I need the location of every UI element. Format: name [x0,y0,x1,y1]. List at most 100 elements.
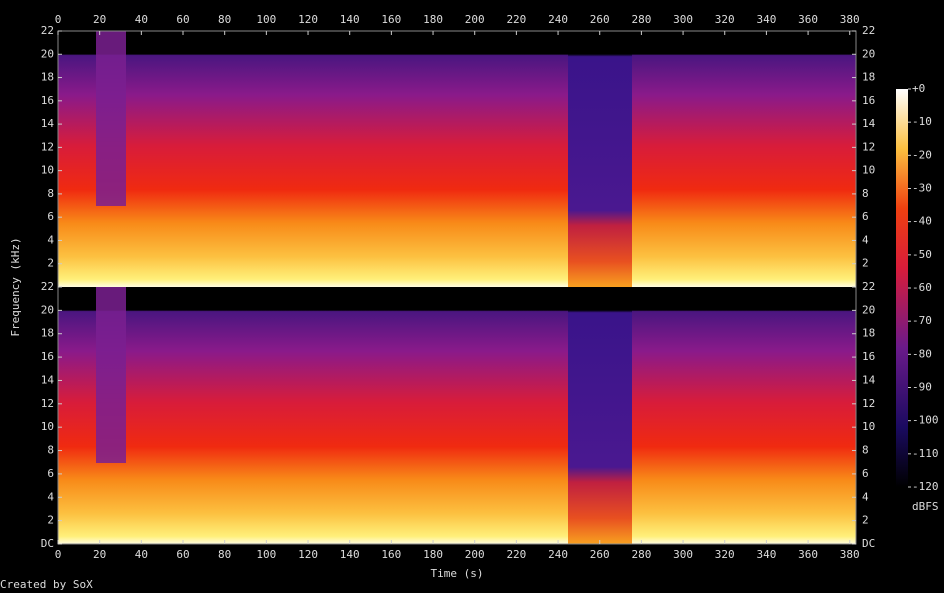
y-tick-label: 22 [862,280,875,293]
y-tick-label: 10 [862,164,875,177]
y-tick-label: 12 [862,397,875,410]
y-tick-label: 8 [862,187,869,200]
y-tick-label: 18 [41,71,54,84]
y-tick-label: 20 [862,303,875,316]
x-tick-label: 380 [840,548,860,561]
spectrogram-image [58,31,856,287]
x-tick-label: 360 [798,548,818,561]
y-tick-label: 18 [862,71,875,84]
y-tick-label: 20 [41,47,54,60]
x-tick-label: 300 [673,548,693,561]
x-tick-label: 40 [135,548,148,561]
x-tick-label: 80 [218,13,231,26]
x-tick-label: 300 [673,13,693,26]
spectrogram-image [58,287,856,544]
x-tick-label: 280 [631,548,651,561]
color-bar-tick-label: -90 [912,381,932,394]
color-bar [896,89,908,487]
x-tick-label: 340 [756,13,776,26]
x-tick-label: 220 [506,548,526,561]
x-tick-label: 0 [55,548,62,561]
y-tick-label: 22 [862,24,875,37]
x-tick-label: 240 [548,548,568,561]
x-tick-label: 140 [340,13,360,26]
x-tick-label: 100 [256,548,276,561]
y-tick-label: 2 [47,514,54,527]
y-tick-label: 8 [47,444,54,457]
y-tick-label: 12 [862,140,875,153]
x-tick-label: 360 [798,13,818,26]
y-tick-label: 16 [862,94,875,107]
y-tick-label: 12 [41,140,54,153]
color-bar-tick-label: -40 [912,215,932,228]
y-tick-label: 16 [862,350,875,363]
x-tick-label: 240 [548,13,568,26]
spectrogram-image [568,31,632,287]
y-tick-label: 14 [862,117,876,130]
x-tick-label: 320 [715,548,735,561]
x-tick-label: 320 [715,13,735,26]
y-tick-label: 10 [862,420,875,433]
y-tick-label: 20 [862,47,875,60]
color-bar-tick-label: -80 [912,347,932,360]
y-tick-label: 16 [41,350,54,363]
x-tick-label: 60 [176,13,189,26]
y-axis-label: Frequency (kHz) [9,237,22,336]
y-tick-label: 6 [862,210,869,223]
y-tick-label: 6 [47,210,54,223]
channel-2 [58,287,856,544]
x-tick-label: 160 [381,13,401,26]
y-tick-label: 18 [862,327,875,340]
color-bar-tick-label: -20 [912,148,932,161]
x-tick-label: 260 [590,13,610,26]
x-tick-label: 200 [465,548,485,561]
color-bar-tick-label: -60 [912,281,932,294]
y-tick-label: 14 [862,373,876,386]
x-tick-label: 160 [381,548,401,561]
x-tick-label: 120 [298,548,318,561]
y-tick-label: 14 [41,373,55,386]
y-tick-label: 10 [41,164,54,177]
spectrogram-image [96,287,126,463]
x-tick-label: 100 [256,13,276,26]
y-tick-label: DC [862,537,875,550]
x-tick-label: 180 [423,548,443,561]
x-tick-label: 120 [298,13,318,26]
color-bar-tick-label: -50 [912,248,932,261]
y-tick-label: 20 [41,303,54,316]
y-tick-label: 12 [41,397,54,410]
x-tick-label: 0 [55,13,62,26]
channel-1 [58,31,856,287]
x-tick-label: 40 [135,13,148,26]
y-tick-label: 4 [47,233,54,246]
x-tick-label: 260 [590,548,610,561]
x-tick-label: 280 [631,13,651,26]
y-tick-label: DC [41,537,54,550]
color-bar-tick-label: -10 [912,115,932,128]
x-tick-label: 20 [93,13,106,26]
y-tick-label: 2 [862,257,869,270]
y-tick-label: 8 [47,187,54,200]
y-tick-label: 4 [47,490,54,503]
y-tick-label: 22 [41,24,54,37]
x-tick-label: 60 [176,548,189,561]
color-bar-tick-label: -120 [912,480,939,493]
color-bar-label: dBFS [912,500,939,513]
y-tick-label: 14 [41,117,55,130]
y-tick-label: 2 [862,514,869,527]
y-tick-label: 4 [862,233,869,246]
x-tick-label: 200 [465,13,485,26]
x-tick-label: 180 [423,13,443,26]
y-tick-label: 2 [47,257,54,270]
x-tick-label: 380 [840,13,860,26]
y-tick-label: 4 [862,490,869,503]
y-tick-label: 18 [41,327,54,340]
credit: Created by SoX [0,578,93,591]
y-tick-label: 16 [41,94,54,107]
y-tick-label: 8 [862,444,869,457]
y-tick-label: 6 [862,467,869,480]
color-bar-tick-label: -70 [912,314,932,327]
color-bar-tick-label: -30 [912,182,932,195]
y-tick-label: 6 [47,467,54,480]
